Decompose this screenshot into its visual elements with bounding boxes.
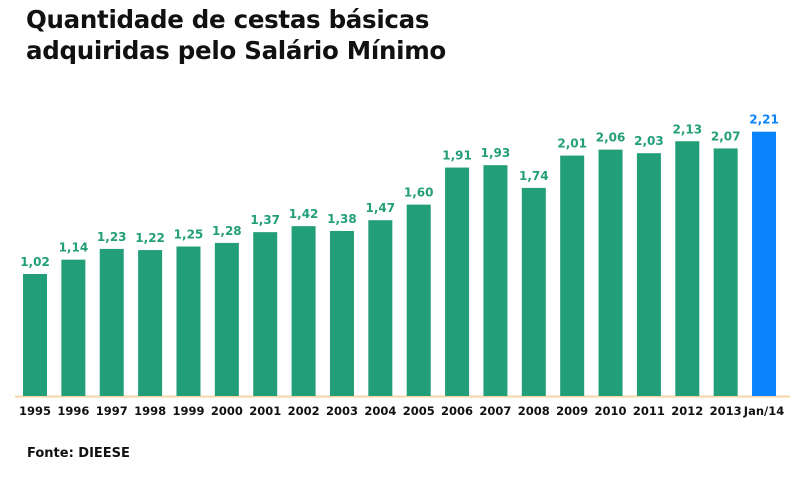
bar-2008 xyxy=(521,187,546,396)
data-label: 2,01 xyxy=(557,137,587,151)
x-tick-label: 2005 xyxy=(403,404,435,418)
x-tick-label: 2001 xyxy=(249,404,281,418)
data-label: 2,13 xyxy=(672,122,702,136)
bar-2005 xyxy=(406,204,431,396)
x-tick-label: 1999 xyxy=(172,404,204,418)
bar-2002 xyxy=(291,226,316,396)
data-label: 1,93 xyxy=(481,146,511,160)
data-label: 1,23 xyxy=(97,230,127,244)
x-tick-label: 2012 xyxy=(671,404,703,418)
x-tick-label: 2003 xyxy=(326,404,358,418)
bar-2003 xyxy=(329,230,354,396)
data-label: 1,60 xyxy=(404,186,434,200)
x-tick-label: 2009 xyxy=(556,404,588,418)
x-tick-label: 1996 xyxy=(57,404,89,418)
source-note: Fonte: DIEESE xyxy=(27,446,130,461)
bar-2000 xyxy=(214,242,239,396)
chart-title: Quantidade de cestas básicas adquiridas … xyxy=(26,5,446,65)
data-label: 1,14 xyxy=(59,241,89,255)
bar-2013 xyxy=(713,148,738,396)
bar-2009 xyxy=(560,155,585,396)
bar-1997 xyxy=(99,248,124,396)
data-label: 1,38 xyxy=(327,212,357,226)
x-tick-label: 2010 xyxy=(595,404,627,418)
x-tick-label: 2008 xyxy=(518,404,550,418)
bar-1995 xyxy=(23,274,47,396)
data-label: 2,07 xyxy=(711,129,741,143)
x-tick-label: Jan/14 xyxy=(743,404,784,418)
x-tick-label: 2000 xyxy=(211,404,243,418)
bar-Jan/14 xyxy=(752,131,777,396)
bar-2012 xyxy=(675,141,700,396)
bar-2006 xyxy=(445,167,470,396)
data-label: 2,03 xyxy=(634,134,664,148)
data-label: 1,02 xyxy=(20,255,50,269)
bar-1998 xyxy=(138,250,163,396)
data-label: 1,22 xyxy=(135,231,165,245)
bar-2004 xyxy=(368,220,393,396)
x-tick-label: 2013 xyxy=(710,404,742,418)
bar-1999 xyxy=(176,246,201,396)
bar-2010 xyxy=(598,149,623,396)
data-label: 1,25 xyxy=(174,228,204,242)
data-label: 1,37 xyxy=(250,213,280,227)
data-label: 1,28 xyxy=(212,224,242,238)
data-label: 1,47 xyxy=(366,201,396,215)
x-tick-label: 2007 xyxy=(479,404,511,418)
x-tick-label: 2004 xyxy=(364,404,396,418)
bar-2001 xyxy=(253,232,278,396)
bar-2007 xyxy=(483,165,508,396)
data-label: 2,21 xyxy=(749,113,779,127)
x-tick-label: 1998 xyxy=(134,404,166,418)
data-label: 1,42 xyxy=(289,207,319,221)
x-tick-label: 2002 xyxy=(288,404,320,418)
bar-2011 xyxy=(636,153,661,396)
bar-1996 xyxy=(61,259,86,396)
x-tick-label: 1997 xyxy=(96,404,128,418)
data-label: 1,91 xyxy=(442,149,472,163)
data-label: 2,06 xyxy=(596,131,626,145)
x-tick-label: 2006 xyxy=(441,404,473,418)
x-tick-label: 1995 xyxy=(19,404,51,418)
x-tick-label: 2011 xyxy=(633,404,665,418)
data-label: 1,74 xyxy=(519,169,549,183)
